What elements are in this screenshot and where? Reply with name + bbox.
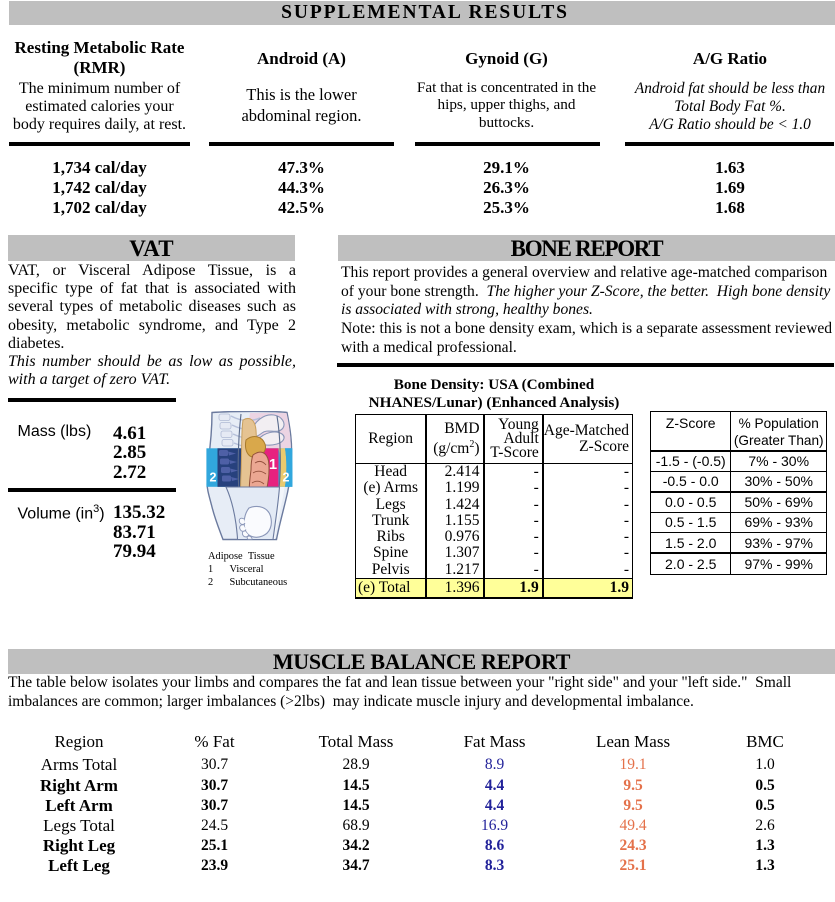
svg-text:2: 2 xyxy=(210,471,217,485)
svg-text:2: 2 xyxy=(283,471,290,485)
svg-text:1: 1 xyxy=(269,457,277,473)
